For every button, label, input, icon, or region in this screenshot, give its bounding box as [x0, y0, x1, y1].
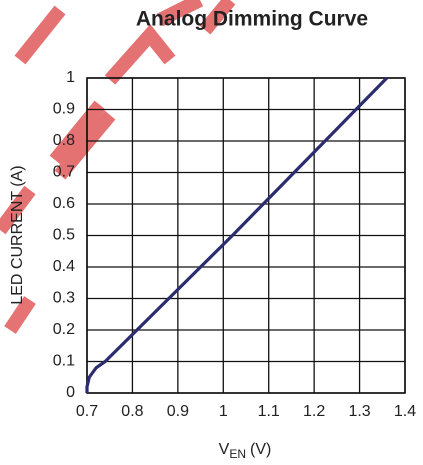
y-tick-label: 0.5 — [53, 227, 75, 244]
y-tick-label: 0.4 — [53, 258, 75, 275]
y-tick-label: 0.6 — [53, 195, 75, 212]
x-tick-label: 1.3 — [348, 403, 370, 420]
y-tick-label: 0.8 — [53, 132, 75, 149]
y-tick-label: 0.3 — [53, 290, 75, 307]
y-tick-label: 0.9 — [53, 101, 75, 118]
x-axis-label: VEN (V) — [219, 441, 272, 461]
x-tick-label: 1.2 — [303, 403, 325, 420]
plot-frame — [86, 77, 406, 394]
x-axis-label-unit: (V) — [250, 441, 271, 458]
x-tick-label: 0.7 — [76, 403, 98, 420]
chart-title: Analog Dimming Curve — [136, 8, 368, 31]
data-line — [85, 76, 388, 393]
y-tick-label: 0.7 — [53, 164, 75, 181]
watermark — [0, 0, 236, 334]
x-axis-label-main: V — [219, 441, 230, 458]
y-axis-label: LED CURRENT (A) — [9, 165, 26, 304]
y-tick-label: 0.2 — [53, 321, 75, 338]
x-tick-label: 1.4 — [394, 403, 416, 420]
x-tick-label: 0.8 — [121, 403, 143, 420]
y-tick-label: 0 — [66, 384, 75, 401]
y-tick-label: 1 — [66, 69, 75, 86]
x-axis-label-sub: EN — [229, 447, 246, 461]
y-tick-label: 0.1 — [53, 353, 75, 370]
x-tick-label: 1.1 — [258, 403, 280, 420]
x-tick-label: 1 — [219, 403, 228, 420]
x-tick-label: 0.9 — [167, 403, 189, 420]
